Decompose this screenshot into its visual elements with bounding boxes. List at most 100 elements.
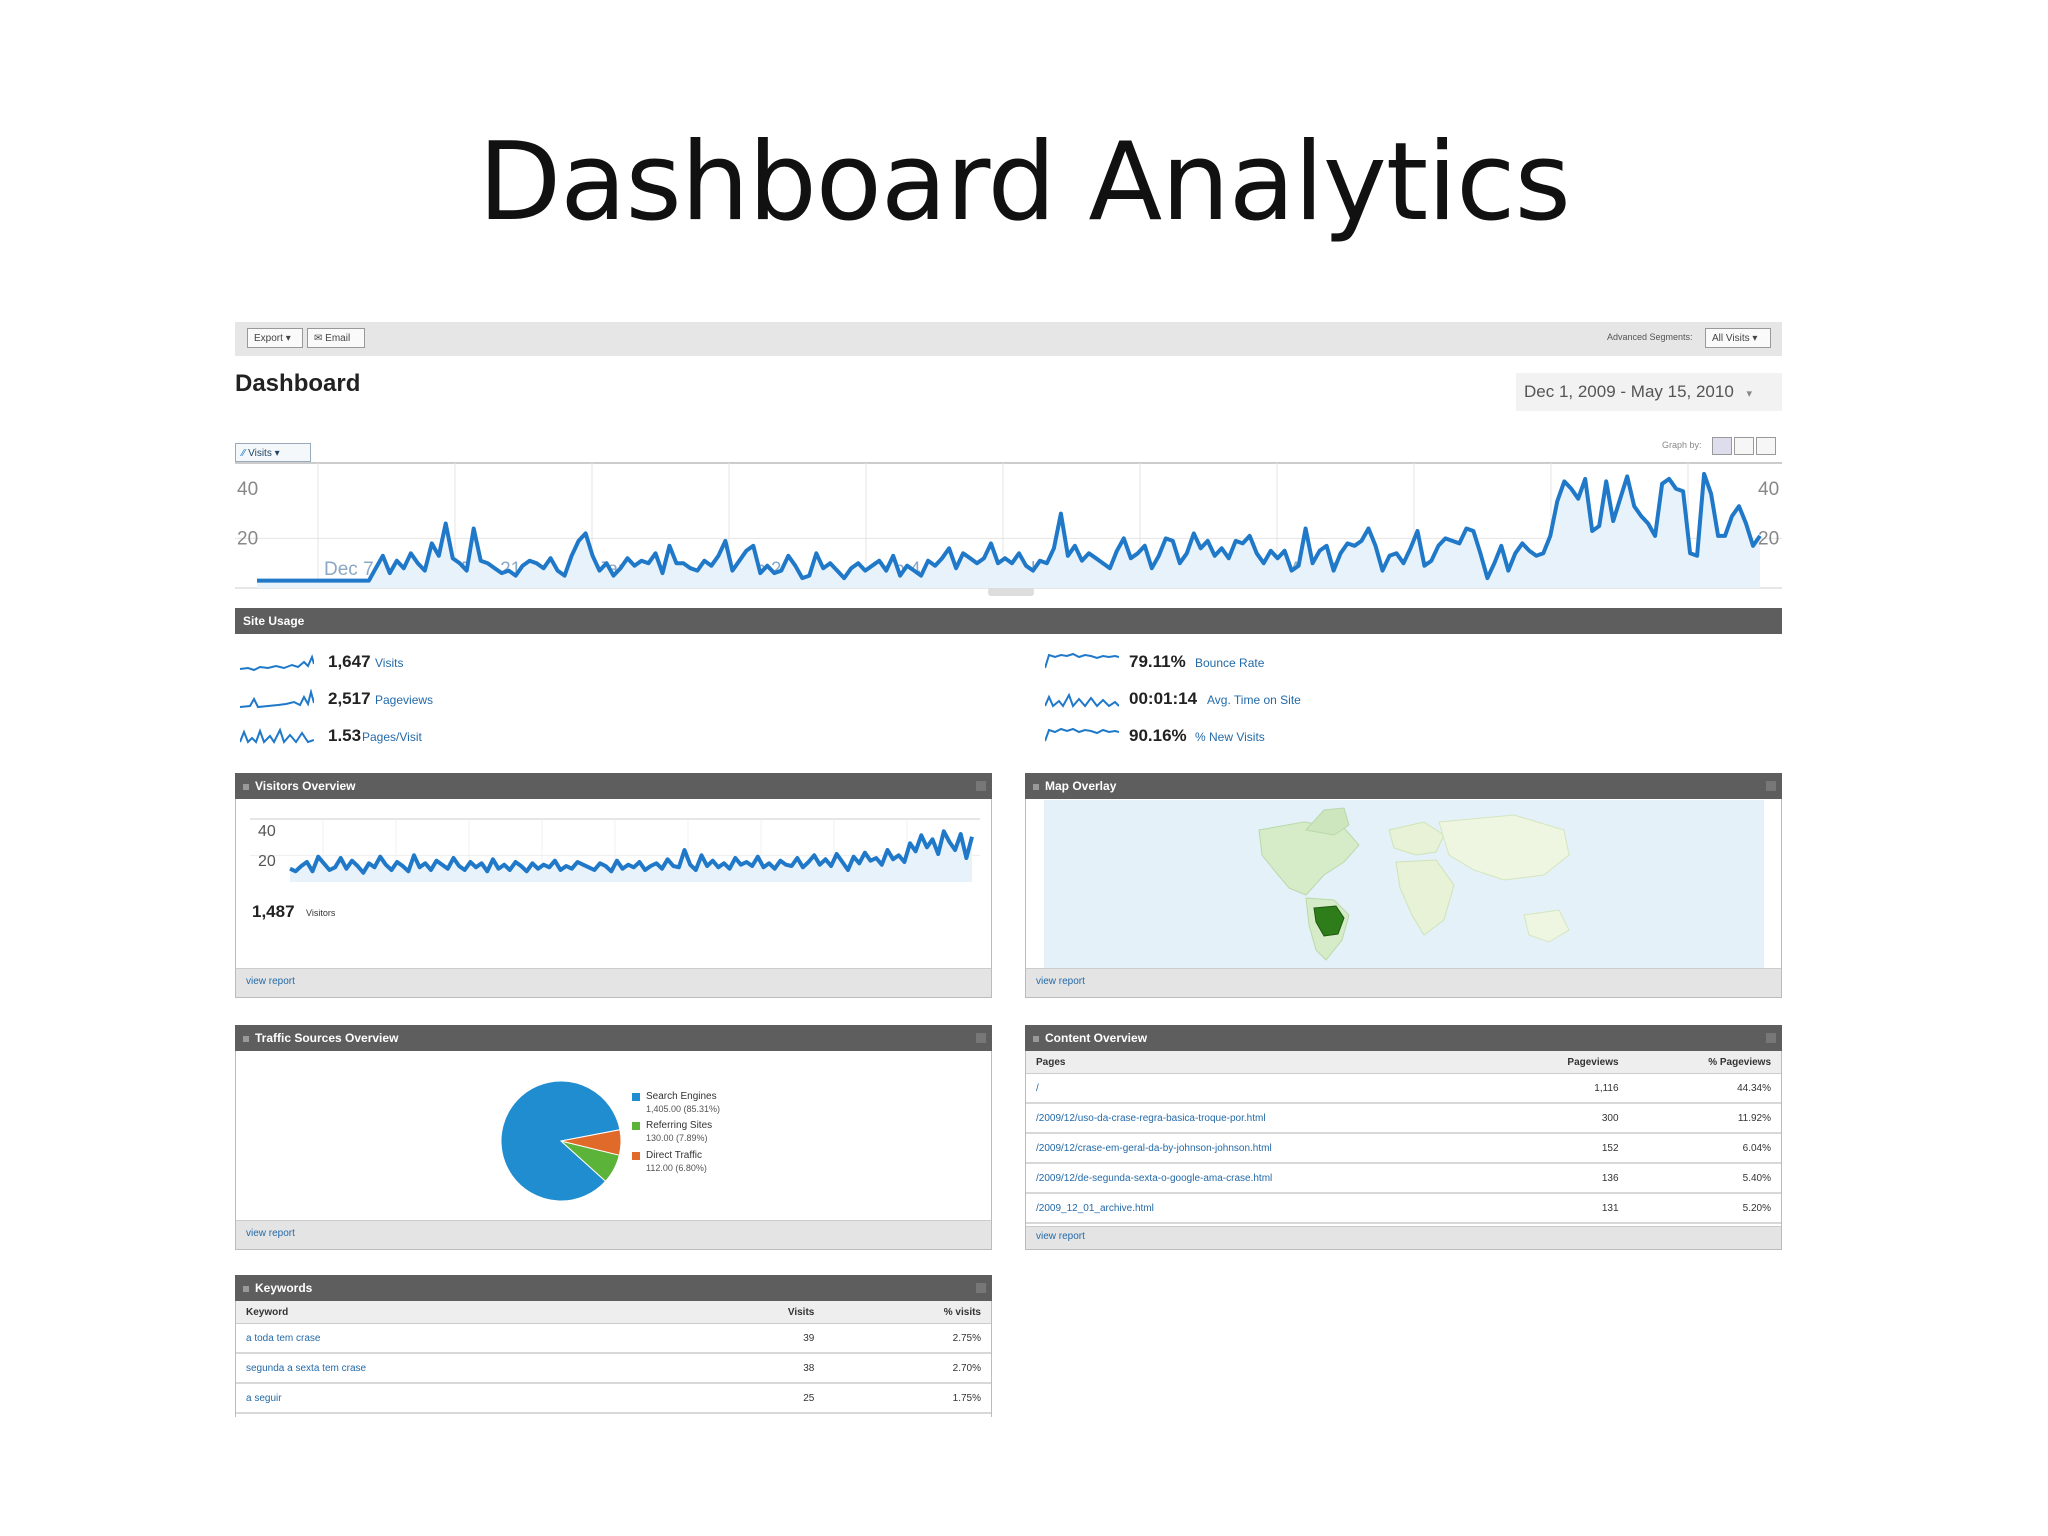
column-header[interactable]: Pageviews bbox=[1497, 1051, 1629, 1074]
remove-widget-icon[interactable] bbox=[1766, 781, 1776, 791]
view-report-link[interactable]: view report bbox=[1026, 1226, 1781, 1249]
view-report-link[interactable]: view report bbox=[1026, 968, 1781, 997]
page-link[interactable]: / bbox=[1026, 1073, 1498, 1104]
pageviews-cell: 1,116 bbox=[1497, 1073, 1629, 1104]
legend-swatch bbox=[632, 1122, 640, 1130]
percent-cell: 6.04% bbox=[1628, 1133, 1781, 1164]
export-button[interactable]: Export ▾ bbox=[247, 328, 303, 348]
visitors-overview-panel: Visitors Overview 40 20 1,487 Visitors v… bbox=[235, 773, 992, 998]
visitors-line-chart[interactable]: 40 20 bbox=[250, 818, 980, 884]
segment-select[interactable]: All Visits ▾ bbox=[1705, 328, 1771, 348]
y-tick-label: 20 bbox=[1758, 528, 1779, 549]
table-row: /2009_12_01_archive.html 131 5.20% bbox=[1026, 1193, 1781, 1224]
metric-select[interactable]: ⁄⁄ Visits ▾ bbox=[235, 443, 311, 462]
content-overview-header: Content Overview bbox=[1025, 1025, 1782, 1051]
email-label: Email bbox=[325, 333, 351, 344]
legend-name: Search Engines bbox=[646, 1091, 717, 1102]
x-tick-label: Dec 7 bbox=[324, 559, 374, 580]
collapse-icon[interactable] bbox=[243, 1035, 249, 1042]
usage-visits[interactable]: 1,647 Visits bbox=[240, 650, 640, 674]
remove-widget-icon[interactable] bbox=[976, 1033, 986, 1043]
new-visits-sparkline bbox=[1045, 727, 1119, 742]
usage-value: 90.16% bbox=[1129, 726, 1187, 745]
map-overlay-panel: Map Overlay view report bbox=[1025, 773, 1782, 998]
table-row: /2009/12/uso-da-crase-regra-basica-troqu… bbox=[1026, 1103, 1781, 1134]
collapse-icon[interactable] bbox=[243, 1285, 249, 1292]
view-report-link[interactable]: view report bbox=[236, 968, 991, 997]
pages-visit-sparkline bbox=[240, 727, 314, 744]
collapse-icon[interactable] bbox=[1033, 783, 1039, 790]
visits-line-chart[interactable]: Dec 7Dec 21Jan 4Jan 21Feb 4Feb 21Mar 4Ma… bbox=[235, 462, 1782, 590]
column-header[interactable]: Pages bbox=[1026, 1051, 1498, 1074]
legend-name: Referring Sites bbox=[646, 1120, 713, 1131]
legend-swatch bbox=[632, 1093, 640, 1101]
visitors-overview-title: Visitors Overview bbox=[255, 779, 356, 793]
page-title: Dashboard bbox=[235, 370, 361, 397]
column-header[interactable]: % visits bbox=[824, 1301, 991, 1324]
graph-by-month-icon[interactable] bbox=[1756, 437, 1776, 455]
collapse-icon[interactable] bbox=[243, 783, 249, 790]
keyword-link[interactable]: segunda a sexta tem crase bbox=[236, 1353, 689, 1384]
visitors-value: 1,487 bbox=[252, 902, 295, 921]
world-map[interactable] bbox=[1044, 800, 1764, 970]
keyword-link[interactable]: a toda tem crase bbox=[236, 1323, 689, 1354]
table-row: a toda tem crase 39 2.75% bbox=[236, 1323, 991, 1354]
keywords-title: Keywords bbox=[255, 1281, 313, 1295]
column-header[interactable]: Keyword bbox=[236, 1301, 689, 1324]
page-link[interactable]: /2009/12/crase-em-geral-da-by-johnson-jo… bbox=[1026, 1133, 1498, 1164]
keywords-header: Keywords bbox=[235, 1275, 992, 1301]
column-header[interactable]: Visits bbox=[689, 1301, 825, 1324]
pageviews-cell: 131 bbox=[1497, 1193, 1629, 1224]
visits-sparkline bbox=[240, 654, 314, 672]
remove-widget-icon[interactable] bbox=[976, 781, 986, 791]
traffic-sources-pie-chart[interactable] bbox=[496, 1076, 626, 1206]
percent-cell: 44.34% bbox=[1628, 1073, 1781, 1104]
page-link[interactable]: /2009/12/de-segunda-sexta-o-google-ama-c… bbox=[1026, 1163, 1498, 1194]
pageviews-cell: 152 bbox=[1497, 1133, 1629, 1164]
pie-slice-direct-traffic[interactable] bbox=[560, 1129, 622, 1156]
page-link[interactable]: /2009_12_01_archive.html bbox=[1026, 1193, 1498, 1224]
export-label: Export bbox=[254, 333, 283, 344]
usage-value: 2,517 bbox=[328, 689, 371, 708]
usage-label: Pageviews bbox=[375, 693, 434, 707]
site-usage-title: Site Usage bbox=[243, 614, 305, 628]
chevron-down-icon: ▾ bbox=[1746, 388, 1753, 400]
traffic-sources-panel: Traffic Sources Overview Search Engines … bbox=[235, 1025, 992, 1250]
graph-by-week-icon[interactable] bbox=[1734, 437, 1754, 455]
table-row: /2009/12/de-segunda-sexta-o-google-ama-c… bbox=[1026, 1163, 1781, 1194]
percent-cell: 5.40% bbox=[1628, 1163, 1781, 1194]
usage-bounce-rate[interactable]: 79.11% Bounce Rate bbox=[1045, 650, 1545, 674]
percent-cell: 2.75% bbox=[824, 1323, 991, 1354]
email-button[interactable]: ✉ Email bbox=[307, 328, 365, 348]
keyword-link[interactable]: a seguir bbox=[236, 1383, 689, 1414]
content-overview-panel: Content Overview Pages Pageviews % Pagev… bbox=[1025, 1025, 1782, 1250]
usage-value: 1.53 bbox=[328, 726, 362, 745]
usage-pages-visit[interactable]: 1.53 Pages/Visit bbox=[240, 724, 640, 748]
y-axis-labels: 40 40 20 20 bbox=[237, 479, 1779, 550]
usage-new-visits[interactable]: 90.16% % New Visits bbox=[1045, 724, 1545, 748]
column-header[interactable]: % Pageviews bbox=[1628, 1051, 1781, 1074]
visits-cell: 25 bbox=[689, 1383, 825, 1414]
remove-widget-icon[interactable] bbox=[1766, 1033, 1776, 1043]
chevron-down-icon: ▾ bbox=[1752, 333, 1758, 344]
usage-avg-time[interactable]: 00:01:14 Avg. Time on Site bbox=[1045, 687, 1545, 711]
collapse-icon[interactable] bbox=[1033, 1035, 1039, 1042]
usage-pageviews[interactable]: 2,517 Pageviews bbox=[240, 687, 640, 711]
graph-by-day-icon[interactable] bbox=[1712, 437, 1732, 455]
y-tick-label: 40 bbox=[237, 479, 258, 500]
view-report-link[interactable]: view report bbox=[236, 1220, 991, 1249]
legend-detail: 112.00 (6.80%) bbox=[646, 1163, 707, 1173]
percent-cell: 1.75% bbox=[824, 1383, 991, 1414]
bounce-rate-sparkline bbox=[1045, 652, 1119, 669]
usage-value: 79.11% bbox=[1129, 652, 1186, 671]
content-table: Pages Pageviews % Pageviews / 1,116 44.3… bbox=[1026, 1051, 1781, 1224]
slide-title: Dashboard Analytics bbox=[478, 120, 1571, 245]
pageviews-sparkline bbox=[240, 689, 314, 709]
visits-cell: 38 bbox=[689, 1353, 825, 1384]
date-range-text: Dec 1, 2009 - May 15, 2010 bbox=[1524, 382, 1734, 401]
page-link[interactable]: /2009/12/uso-da-crase-regra-basica-troqu… bbox=[1026, 1103, 1498, 1134]
pie-slice-search-engines[interactable] bbox=[500, 1080, 621, 1202]
remove-widget-icon[interactable] bbox=[976, 1283, 986, 1293]
graph-resize-handle[interactable] bbox=[988, 588, 1034, 596]
date-range-picker[interactable]: Dec 1, 2009 - May 15, 2010 ▾ bbox=[1516, 373, 1782, 411]
